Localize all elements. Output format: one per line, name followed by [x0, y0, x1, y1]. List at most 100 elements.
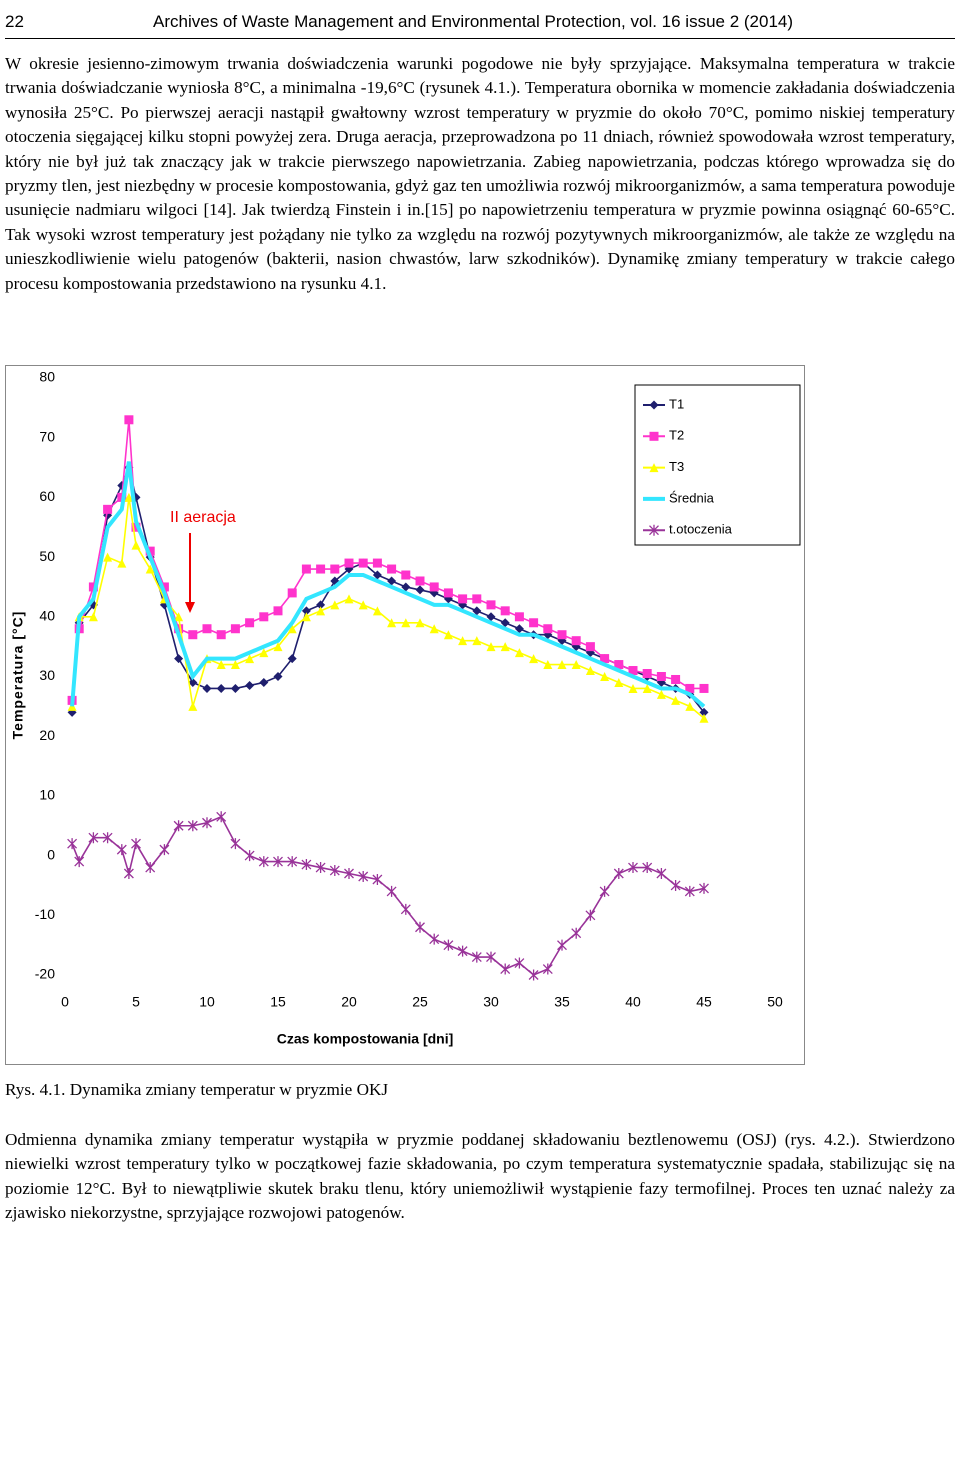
- legend-label: Średnia: [669, 490, 715, 505]
- x-tick-label: 20: [341, 994, 357, 1010]
- marker: [429, 933, 440, 945]
- marker: [656, 672, 666, 681]
- legend-box: [634, 384, 801, 546]
- marker: [103, 552, 113, 562]
- marker: [628, 683, 638, 693]
- y-tick-label: 20: [39, 727, 55, 743]
- marker: [429, 582, 439, 592]
- marker: [557, 630, 567, 640]
- marker: [188, 630, 198, 640]
- marker: [457, 945, 468, 957]
- marker: [287, 624, 297, 634]
- y-tick-label: 70: [39, 428, 55, 444]
- series-line: [70, 461, 706, 708]
- marker: [557, 660, 567, 670]
- marker: [216, 660, 226, 670]
- marker: [599, 885, 610, 897]
- caption: Rys. 4.1. Dynamika zmiany temperatur w p…: [5, 1080, 389, 1099]
- marker: [649, 400, 659, 410]
- marker: [543, 660, 553, 670]
- marker: [67, 838, 78, 850]
- marker: [145, 546, 155, 556]
- marker: [372, 570, 382, 580]
- marker: [245, 654, 255, 664]
- marker: [124, 415, 134, 425]
- marker: [429, 624, 439, 634]
- marker: [458, 600, 468, 610]
- marker: [273, 606, 283, 616]
- y-axis-label: Temperatura [°C]: [10, 611, 26, 740]
- marker: [330, 600, 340, 610]
- x-tick-label: 40: [625, 994, 641, 1010]
- marker: [344, 558, 354, 568]
- marker: [173, 820, 184, 832]
- marker: [699, 713, 709, 723]
- marker: [401, 618, 411, 628]
- marker: [514, 957, 525, 969]
- marker: [443, 588, 453, 598]
- marker: [330, 564, 340, 574]
- marker: [415, 576, 425, 586]
- y-tick-label: -20: [35, 966, 55, 982]
- marker: [571, 660, 581, 670]
- marker: [344, 564, 354, 574]
- paragraph: Odmienna dynamika zmiany temperatur wyst…: [5, 1130, 955, 1223]
- marker: [585, 642, 595, 652]
- marker: [123, 868, 134, 880]
- marker: [585, 666, 595, 676]
- x-tick-label: 25: [412, 994, 428, 1010]
- marker: [486, 951, 496, 963]
- marker: [230, 683, 240, 693]
- marker: [145, 862, 156, 874]
- y-tick-label: 40: [39, 608, 55, 624]
- marker: [600, 654, 610, 664]
- marker: [429, 588, 439, 598]
- marker: [685, 701, 695, 711]
- marker: [117, 558, 127, 568]
- marker: [528, 969, 539, 981]
- marker: [287, 856, 298, 868]
- y-tick-label: 0: [47, 846, 55, 862]
- marker: [471, 951, 482, 963]
- legend-label: t.otoczenia: [669, 522, 733, 537]
- marker: [74, 856, 85, 868]
- marker: [443, 939, 454, 951]
- marker: [543, 624, 553, 634]
- x-tick-label: 0: [61, 994, 69, 1010]
- marker: [88, 832, 99, 844]
- marker: [529, 618, 539, 628]
- marker: [124, 492, 134, 502]
- marker: [358, 870, 369, 882]
- y-tick-label: 60: [39, 488, 55, 504]
- marker: [656, 689, 666, 699]
- marker: [684, 885, 695, 897]
- x-tick-label: 45: [696, 994, 712, 1010]
- marker: [486, 600, 496, 610]
- marker: [259, 612, 269, 622]
- marker: [202, 624, 212, 634]
- marker: [316, 564, 326, 574]
- y-tick-label: 10: [39, 787, 55, 803]
- marker: [628, 666, 638, 676]
- annotation: II aeracja: [170, 509, 236, 526]
- journal-title: Archives of Waste Management and Environ…: [153, 12, 794, 31]
- marker: [202, 683, 212, 693]
- marker: [529, 654, 539, 664]
- marker: [273, 856, 283, 868]
- marker: [358, 600, 368, 610]
- marker: [699, 882, 709, 894]
- marker: [401, 570, 411, 580]
- marker: [458, 636, 468, 646]
- marker: [230, 660, 240, 670]
- marker: [642, 669, 652, 679]
- x-tick-label: 30: [483, 994, 499, 1010]
- marker: [670, 879, 681, 891]
- legend-label: T1: [669, 396, 684, 411]
- marker: [500, 642, 510, 652]
- marker: [316, 600, 326, 610]
- marker: [316, 606, 326, 616]
- marker: [699, 683, 709, 693]
- marker: [614, 660, 624, 670]
- marker: [472, 636, 482, 646]
- marker: [329, 865, 340, 877]
